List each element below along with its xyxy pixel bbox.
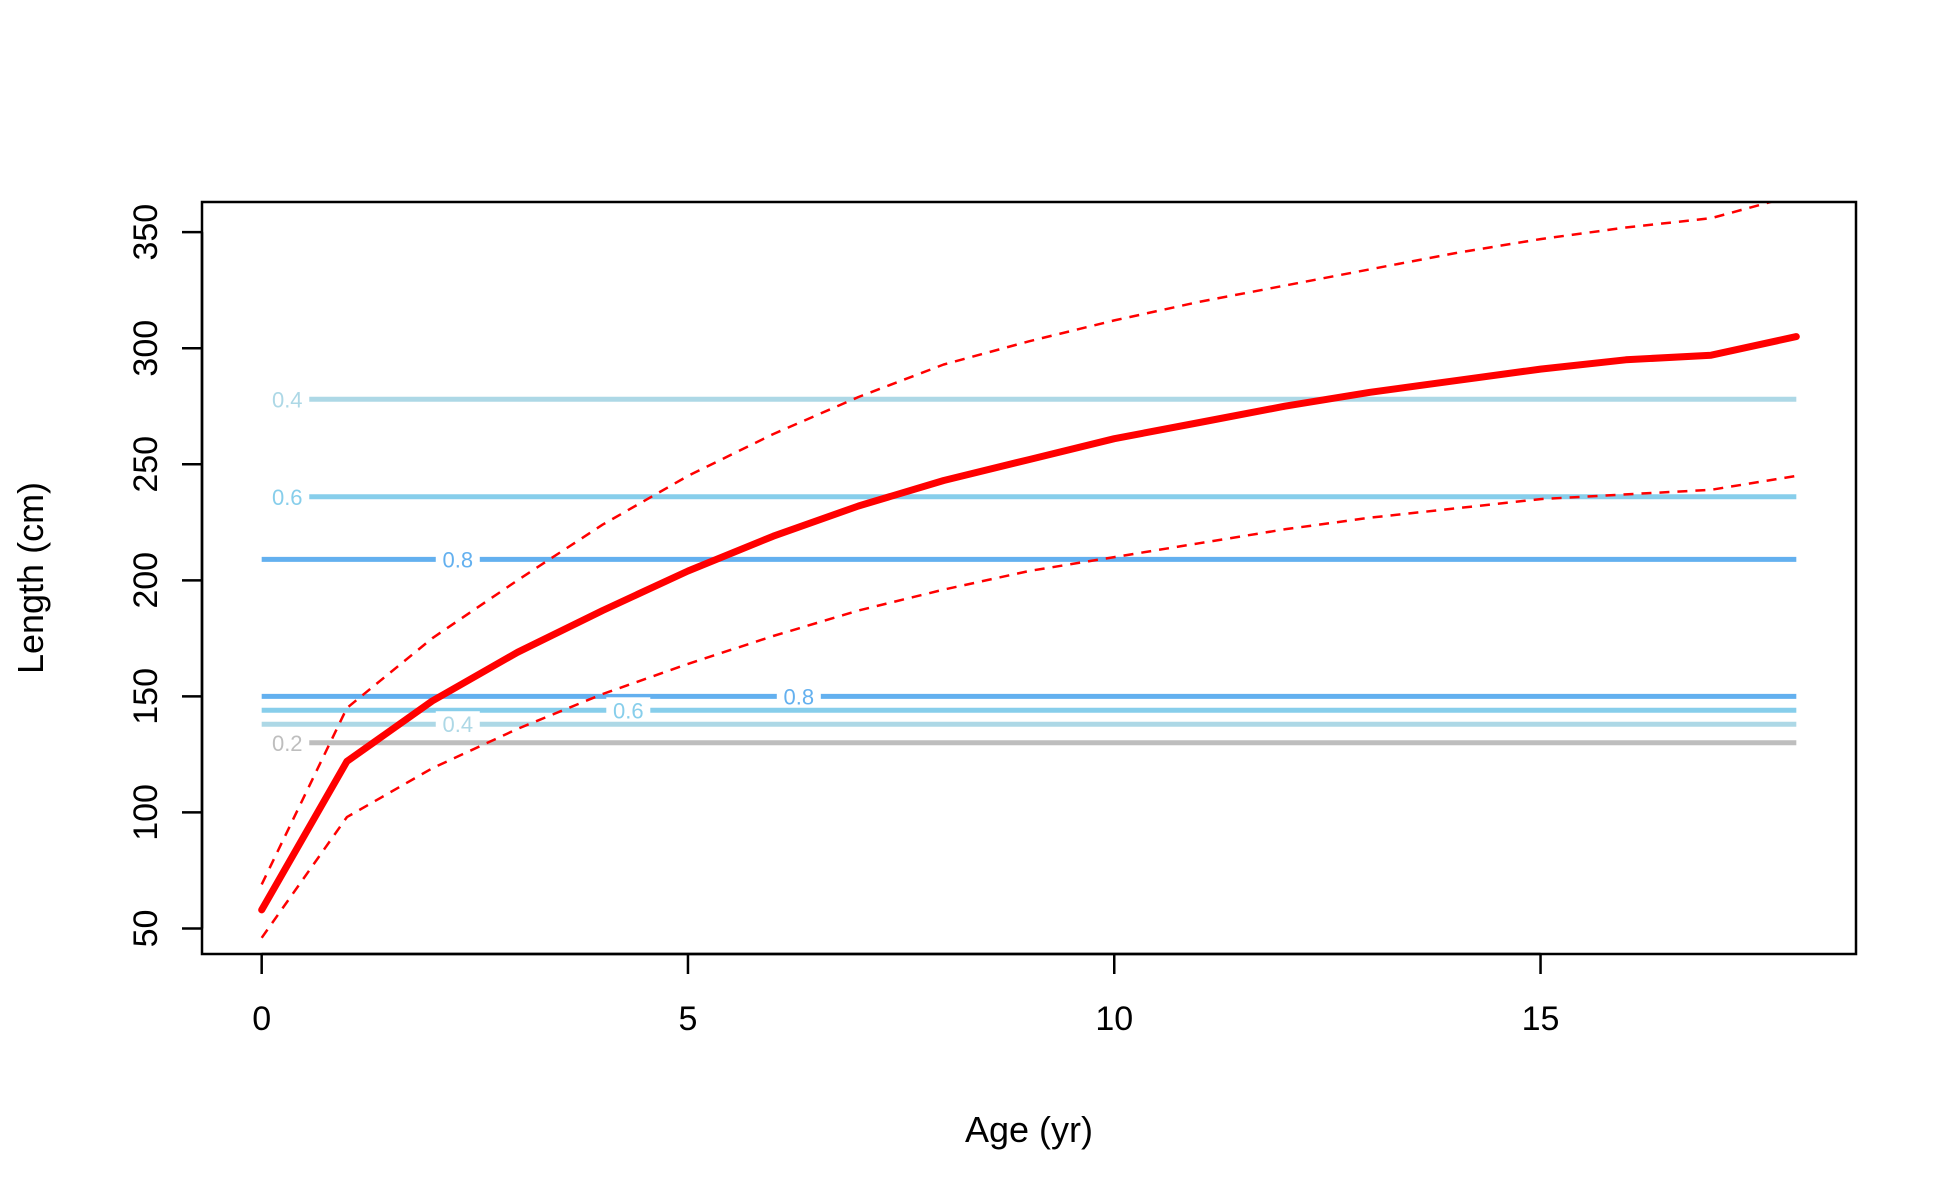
plot-frame-layer <box>200 200 1858 956</box>
series-mean-line <box>258 333 1800 914</box>
x-axis-title: Age (yr) <box>965 1109 1093 1150</box>
x-tick-label: 0 <box>252 1000 271 1038</box>
y-tick-label: 100 <box>127 784 165 841</box>
x-tick-label: 5 <box>679 1000 698 1038</box>
contour-lines: 0.4 0.6 0.8 0.8 0.6 0.4 0.2 <box>261 386 1797 756</box>
contour-label-bg <box>265 386 310 413</box>
contour-label-bg <box>435 546 480 573</box>
contour-label-bg <box>776 683 821 710</box>
y-axis-title: Length (cm) <box>10 482 51 674</box>
contour-label-0.8-3: 0.8 <box>784 684 815 709</box>
x-tick-label: 15 <box>1522 1000 1560 1038</box>
y-tick-label: 250 <box>127 436 165 493</box>
y-tick-label: 300 <box>127 320 165 377</box>
contour-label-bg <box>606 697 651 724</box>
contour-label-0.6-4: 0.6 <box>613 698 644 723</box>
growth-curves <box>258 202 1800 939</box>
contour-label-bg <box>265 483 310 510</box>
series-lower-line <box>260 474 1797 939</box>
y-tick-label: 350 <box>127 204 165 261</box>
contour-label-bg <box>265 729 310 756</box>
contour-label-bg <box>435 711 480 738</box>
y-axis: 50 100 150 200 250 300 350 <box>127 204 204 948</box>
y-tick-label: 150 <box>127 668 165 725</box>
x-axis: 0 5 10 15 <box>252 952 1560 1038</box>
contour-label-0.4-5: 0.4 <box>442 712 473 737</box>
y-tick-label: 50 <box>127 910 165 948</box>
plot-frame <box>200 200 1858 956</box>
series-upper-line <box>260 202 1776 885</box>
contour-label-0.2-6: 0.2 <box>272 731 303 756</box>
contour-label-0.6-1: 0.6 <box>272 485 303 510</box>
contour-label-0.4-0: 0.4 <box>272 387 303 412</box>
x-tick-label: 10 <box>1095 1000 1133 1038</box>
contour-label-0.8-2: 0.8 <box>442 547 473 572</box>
y-tick-label: 200 <box>127 552 165 609</box>
